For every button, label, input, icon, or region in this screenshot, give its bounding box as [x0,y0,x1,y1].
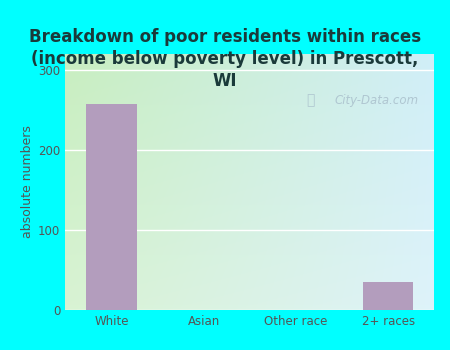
Bar [363,282,414,310]
Text: ⓘ: ⓘ [306,93,315,107]
Text: Breakdown of poor residents within races
(income below poverty level) in Prescot: Breakdown of poor residents within races… [29,28,421,90]
Y-axis label: absolute numbers: absolute numbers [21,126,34,238]
Bar [86,104,137,310]
Text: City-Data.com: City-Data.com [335,94,419,107]
